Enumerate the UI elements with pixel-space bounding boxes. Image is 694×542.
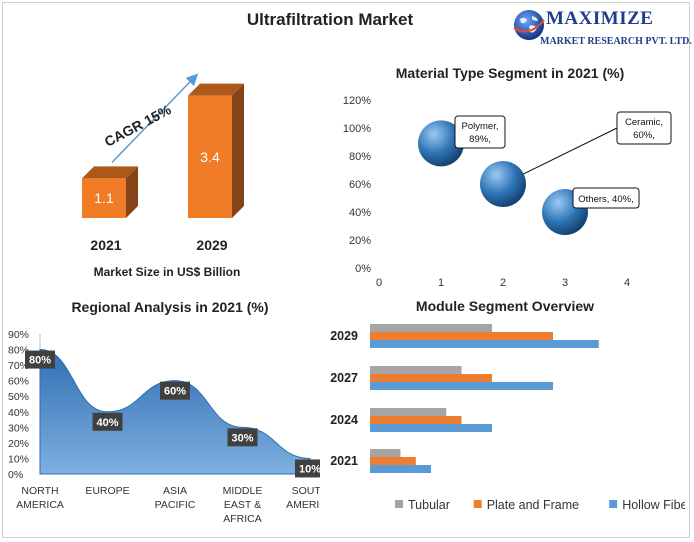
globe-icon [513,10,545,40]
module-category-label: 2024 [330,413,358,427]
module-bar-plate-and-frame [370,457,416,465]
module-bar-hollow-fiber [370,340,599,348]
regional-data-label: 60% [164,386,186,398]
material-point-label: Ceramic, [625,117,663,128]
material-ytick: 40% [349,207,371,219]
regional-label-box [92,412,123,431]
module-category-label: 2021 [330,454,358,468]
material-xtick: 1 [438,277,444,289]
regional-data-label: 10% [299,463,320,475]
regional-ytick: 70% [8,360,29,372]
module-legend-swatch [609,500,618,508]
module-bar-hollow-fiber [370,424,492,432]
regional-ytick: 50% [8,391,29,403]
regional-category-label: AFRICA [223,513,262,525]
market-category-label: 2029 [196,237,227,253]
regional-title: Regional Analysis in 2021 (%) [71,299,269,315]
regional-area [39,349,311,475]
regional-category-label: AMERICA [16,499,64,511]
module-bar-tubular [370,366,462,374]
logo-subtitle: MARKET RESEARCH PVT. LTD. [540,36,692,47]
material-ytick: 20% [349,235,371,247]
module-bar-plate-and-frame [370,374,492,382]
module-bar-tubular [370,324,492,332]
regional-label-box [160,381,190,400]
material-ytick: 0% [355,263,371,275]
regional-ytick: 40% [8,407,29,419]
regional-category-label: MIDDLE [223,485,263,497]
regional-category-label: PACIFIC [155,499,196,511]
market-bar-2029 [188,83,244,218]
material-xtick: 3 [562,277,568,289]
material-label-box [454,115,506,149]
module-chart: 2029 2027 2024 2021 Tubular Plate and Frame Ho… [330,324,685,512]
regional-label-box [227,428,258,447]
regional-category-label: SOUTH [292,485,320,497]
regional-ytick: 20% [8,438,29,450]
regional-ytick: 30% [8,422,29,434]
regional-category-label: EAST & [224,499,261,511]
module-category-label: 2029 [330,329,358,343]
material-xtick: 0 [376,277,382,289]
regional-label-box [295,459,320,478]
market-category-label: 2021 [90,237,121,253]
regional-data-label: 30% [231,432,253,444]
market-size-chart: 1.1 2021 3.4 2029 CAGR 15% Market Size in US$… [82,73,244,279]
material-point-label: 60%, [633,130,655,141]
module-legend-label: Plate and Frame [487,498,579,512]
module-title: Module Segment Overview [415,298,595,314]
regional-data-label: 40% [96,417,118,429]
material-ytick: 80% [349,151,371,163]
module-bar-plate-and-frame [370,332,553,340]
module-bar-plate-and-frame [370,416,462,424]
material-ytick: 120% [343,95,371,107]
regional-category-label: AMERICA [286,499,320,511]
module-legend-label: Hollow Fiber [622,498,685,512]
market-data-label: 1.1 [94,190,114,206]
material-point-label: 89%, [469,134,491,145]
module-bar-tubular [370,449,401,457]
material-point-label: Others, 40%, [578,194,633,205]
regional-ytick: 60% [8,376,29,388]
logo: MAXIMIZE MARKET RESEARCH PVT. LTD. [510,6,692,54]
module-category-label: 2027 [330,371,358,385]
regional-ytick: 90% [8,329,29,341]
market-data-label: 3.4 [200,149,220,165]
module-legend-swatch [395,500,403,508]
material-point-label: Polymer, [462,121,499,132]
cagr-annotation: CAGR 15% [102,101,175,150]
regional-data-label: 80% [29,355,51,367]
material-label-box [616,111,672,145]
material-type-title: Material Type Segment in 2021 (%) [395,65,625,81]
material-ytick: 60% [349,179,371,191]
regional-chart: 0%10%20%30%40%50%60%70%80%90%80%NORTHAME… [8,329,320,525]
logo-name: MAXIMIZE [546,8,654,29]
cagr-arrow [111,73,199,163]
market-bar-2021 [82,166,138,218]
module-legend-label: Tubular [408,498,450,512]
regional-category-label: NORTH [21,485,58,497]
regional-ytick: 10% [8,453,29,465]
module-bar-tubular [370,408,447,416]
module-bar-hollow-fiber [370,382,553,390]
material-ytick: 100% [343,123,371,135]
material-bubble [480,161,526,207]
material-label-box [572,187,640,209]
material-xtick: 4 [624,277,630,289]
module-legend-swatch [473,500,482,508]
material-type-chart: 0% 20% 40% 60% 80% 100% 120% 0 1 2 3 4 Polymer, 89%, C… [343,95,672,289]
regional-ytick: 80% [8,345,29,357]
module-bar-hollow-fiber [370,465,431,473]
regional-ytick: 0% [8,469,23,481]
market-xlabel: Market Size in US$ Billion [94,265,241,279]
material-xtick: 2 [500,277,506,289]
regional-label-box [25,350,55,369]
regional-category-label: ASIA [163,485,187,497]
material-bubble [418,120,464,167]
page-title: Ultrafiltration Market [246,10,414,29]
regional-category-label: EUROPE [85,485,129,497]
